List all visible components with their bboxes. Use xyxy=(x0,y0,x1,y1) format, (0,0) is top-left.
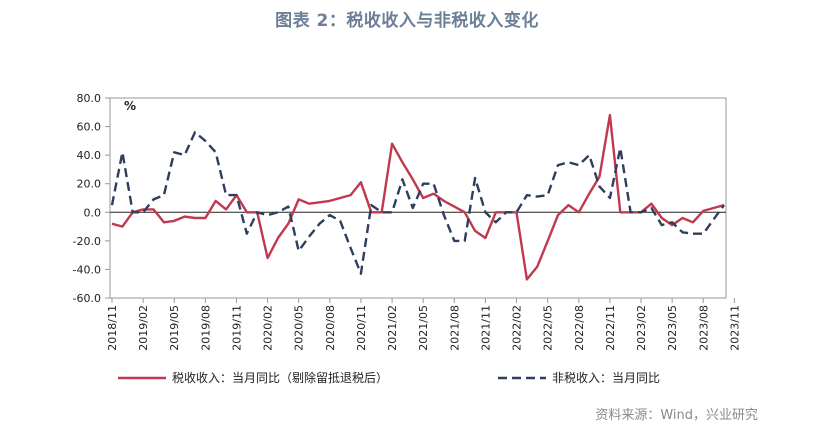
x-tick-label: 2019/05 xyxy=(168,305,181,351)
chart-title: 图表 2：税收收入与非税收入变化 xyxy=(275,11,539,31)
y-tick-label: -60.0 xyxy=(73,292,101,305)
y-tick-label: 0.0 xyxy=(84,206,102,219)
x-tick-label: 2022/02 xyxy=(511,305,524,351)
y-axis: 80.0 60.0 40.0 20.0 0.0 -20.0 -40.0 -60.0 xyxy=(73,92,110,305)
y-tick-label: 40.0 xyxy=(77,149,102,162)
y-tick-label: 20.0 xyxy=(77,178,102,191)
unit-label: % xyxy=(124,99,136,113)
y-tick-label: 60.0 xyxy=(77,121,102,134)
x-tick-label: 2021/11 xyxy=(479,305,492,351)
x-tick-label: 2023/02 xyxy=(635,305,648,351)
x-tick-label: 2022/11 xyxy=(604,305,617,351)
x-tick-label: 2020/05 xyxy=(293,305,306,351)
x-tick-label: 2023/05 xyxy=(666,305,679,351)
x-tick-label: 2022/08 xyxy=(573,305,586,351)
x-tick-label: 2020/08 xyxy=(324,305,337,351)
x-axis: 2018/11 2019/02 2019/05 2019/08 2019/11 2020/… xyxy=(106,298,741,351)
x-tick-label: 2021/02 xyxy=(386,305,399,351)
x-tick-label: 2019/11 xyxy=(230,305,243,351)
x-tick-label: 2021/05 xyxy=(417,305,430,351)
y-tick-label: -20.0 xyxy=(73,235,101,248)
source-note: 资料来源：Wind，兴业研究 xyxy=(595,408,758,423)
x-tick-label: 2019/08 xyxy=(199,305,212,351)
series-lines xyxy=(110,113,725,281)
legend-label-nontax: 非税收入：当月同比 xyxy=(552,371,660,385)
legend: 税收收入：当月同比（剔除留抵退税后） 非税收入：当月同比 xyxy=(118,370,660,385)
x-tick-label: 2021/08 xyxy=(448,305,461,351)
x-tick-label: 2023/11 xyxy=(728,305,741,351)
series-line-tax xyxy=(111,113,725,281)
x-tick-label: 2020/02 xyxy=(262,305,275,351)
legend-label-tax: 税收收入：当月同比（剔除留抵退税后） xyxy=(172,370,388,385)
x-tick-label: 2022/05 xyxy=(542,305,555,351)
x-tick-label: 2023/08 xyxy=(697,305,710,351)
x-tick-label: 2019/02 xyxy=(137,305,150,351)
y-tick-label: 80.0 xyxy=(77,92,102,105)
x-tick-label: 2020/11 xyxy=(355,305,368,351)
x-tick-label: 2018/11 xyxy=(106,305,119,351)
series-line-nontax xyxy=(110,131,725,275)
y-tick-label: -40.0 xyxy=(73,263,101,276)
